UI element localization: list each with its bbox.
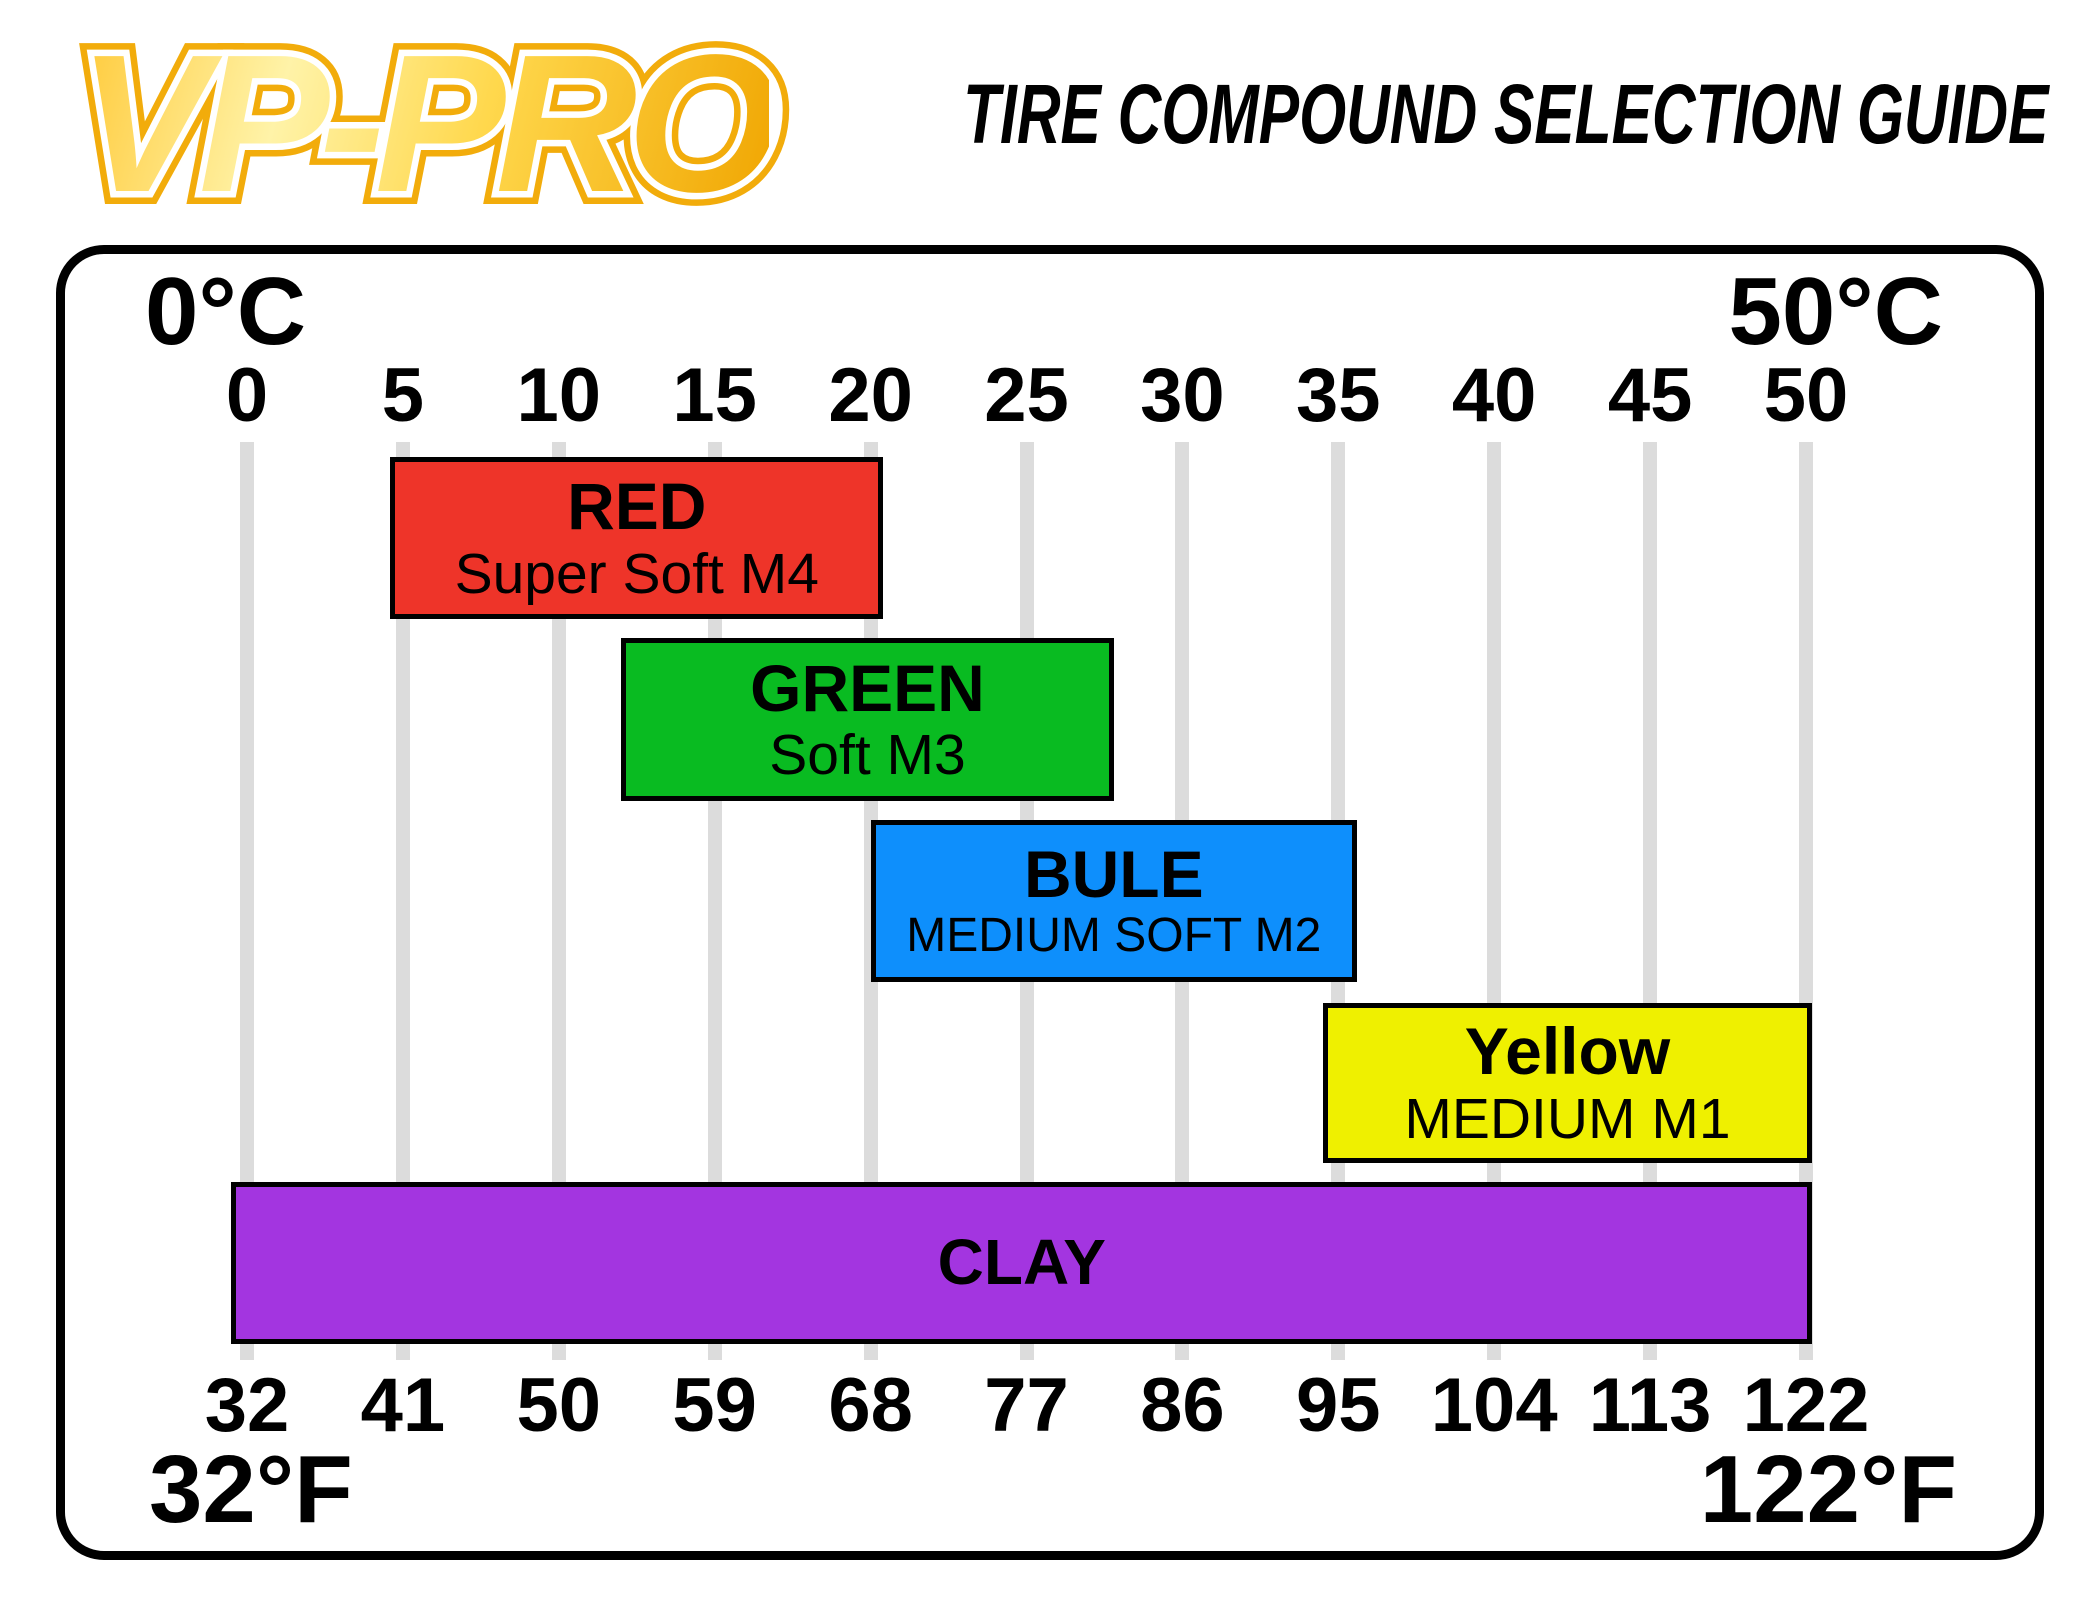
celsius-tick-label: 40 [1451,353,1537,438]
fahrenheit-tick-label: 77 [984,1363,1069,1448]
gridline [551,442,566,1360]
compound-bar-green: GREEN Soft M3 [621,638,1114,801]
fahrenheit-tick-label: 68 [828,1363,913,1448]
fahrenheit-tick-label: 122 [1742,1363,1870,1448]
celsius-tick-label: 5 [381,353,425,438]
fahrenheit-max-label: 122°F [1699,1436,1957,1543]
celsius-tick-label: 30 [1140,353,1225,438]
bar-compound-label: Soft M3 [769,723,966,788]
celsius-tick-label: 45 [1607,353,1693,438]
bar-name-label: Yellow [1464,1014,1671,1089]
celsius-max-label: 50°C [1728,258,1944,365]
fahrenheit-tick-label: 113 [1588,1363,1712,1448]
bar-name-label: CLAY [937,1226,1106,1299]
bar-compound-label: MEDIUM SOFT M2 [906,909,1322,963]
bar-name-label: GREEN [750,650,985,725]
bar-name-label: RED [567,469,707,544]
logo-white-layer: VP-PRO [71,19,785,228]
fahrenheit-tick-label: 32 [204,1363,290,1448]
chart-panel: 0°C 50°C 32°F 122°F 0 5 10 15 20 25 30 35 40 45 50… [56,245,2044,1560]
fahrenheit-tick-label: 86 [1140,1363,1225,1448]
gridline [240,442,254,1360]
gridline [395,442,410,1360]
vp-pro-logo: VP-PRO VP-PRO VP-PRO [65,13,792,235]
celsius-tick-label: 25 [984,353,1069,438]
fahrenheit-tick-label: 41 [360,1363,446,1448]
celsius-tick-label: 35 [1296,353,1381,438]
celsius-min-label: 0°C [145,258,307,365]
logo-text: VP-PRO [78,14,779,233]
fahrenheit-tick-label: 50 [516,1363,602,1448]
bar-name-label: BULE [1023,836,1204,911]
logo-outline-layer: VP-PRO [65,13,792,235]
fahrenheit-tick-label: 104 [1430,1363,1558,1448]
bar-compound-label: MEDIUM M1 [1404,1086,1731,1151]
page-header: VP-PRO VP-PRO VP-PRO TIRE COMPOUND SELEC… [0,0,2100,245]
compound-bar-red: RED Super Soft M4 [390,457,884,619]
compound-bar-yellow: Yellow MEDIUM M1 [1322,1003,1813,1163]
bar-compound-label: Super Soft M4 [454,541,819,606]
celsius-tick-label: 10 [516,353,602,438]
celsius-tick-label: 15 [672,353,757,438]
fahrenheit-tick-label: 95 [1296,1363,1381,1448]
fahrenheit-min-label: 32°F [149,1436,353,1543]
celsius-tick-label: 0 [225,353,269,438]
fahrenheit-tick-label: 59 [672,1363,757,1448]
compound-bar-bule: BULE MEDIUM SOFT M2 [870,820,1357,982]
page-title: TIRE COMPOUND SELECTION GUIDE [962,67,2048,161]
celsius-tick-label: 50 [1763,353,1849,438]
celsius-tick-label: 20 [828,353,913,438]
compound-bar-clay: CLAY [231,1182,1813,1344]
